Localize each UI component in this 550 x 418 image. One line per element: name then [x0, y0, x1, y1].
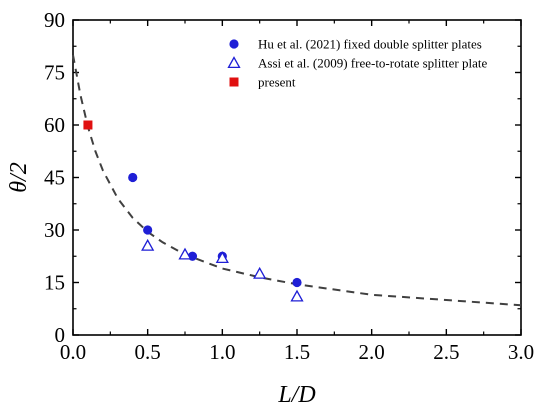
fit-curve — [72, 54, 522, 307]
legend-marker-2 — [227, 56, 241, 69]
series-1-point — [143, 225, 153, 235]
legend-label-1: Hu et al. (2021) fixed double splitter p… — [258, 37, 482, 52]
series-3-point — [83, 120, 93, 130]
series-2-point — [178, 247, 192, 260]
y-axis-title: θ/2 — [6, 162, 32, 192]
y-axis-ticks: 0 15 30 45 60 75 90 — [44, 8, 521, 347]
series-2-point — [253, 266, 267, 279]
x-tick-label: 2.0 — [359, 340, 385, 364]
x-tick-label: 0.0 — [60, 340, 86, 364]
series-1-point — [292, 277, 302, 288]
legend-marker-3 — [229, 77, 239, 87]
legend: Hu et al. (2021) fixed double splitter p… — [227, 37, 487, 90]
x-axis-title: L/D — [277, 382, 315, 408]
x-axis-ticks: 0.0 0.5 1.0 1.5 2.0 2.5 3.0 — [60, 20, 534, 364]
fit-curve-layer — [72, 54, 522, 307]
x-tick-label: 3.0 — [508, 340, 534, 364]
y-tick-label: 15 — [44, 271, 65, 295]
x-tick-label: 0.5 — [135, 340, 161, 364]
x-tick-label: 1.5 — [284, 340, 310, 364]
y-tick-label: 60 — [44, 113, 65, 137]
series-1-point — [128, 172, 138, 183]
legend-label-3: present — [258, 75, 296, 90]
y-tick-label: 30 — [44, 218, 65, 242]
series-2-point — [215, 251, 229, 264]
y-tick-label: 75 — [44, 61, 65, 85]
data-marks — [83, 120, 304, 302]
legend-label-2: Assi et al. (2009) free-to-rotate splitt… — [258, 56, 487, 71]
y-tick-label: 0 — [55, 323, 66, 347]
y-tick-label: 45 — [44, 166, 65, 190]
series-2-point — [141, 238, 155, 251]
legend-marker-1 — [229, 39, 239, 49]
y-tick-label: 90 — [44, 8, 65, 32]
x-tick-label: 1.0 — [209, 340, 235, 364]
series-2-point — [290, 289, 304, 302]
x-tick-label: 2.5 — [433, 340, 459, 364]
